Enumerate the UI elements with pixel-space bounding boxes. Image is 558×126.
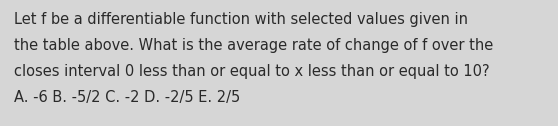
Text: closes interval 0 less than or equal to x less than or equal to 10?: closes interval 0 less than or equal to …: [14, 64, 489, 79]
Text: the table above. What is the average rate of change of f over the: the table above. What is the average rat…: [14, 38, 493, 53]
Text: A. -6 B. -5/2 C. -2 D. -2/5 E. 2/5: A. -6 B. -5/2 C. -2 D. -2/5 E. 2/5: [14, 90, 240, 105]
Text: Let f be a differentiable function with selected values given in: Let f be a differentiable function with …: [14, 12, 468, 27]
